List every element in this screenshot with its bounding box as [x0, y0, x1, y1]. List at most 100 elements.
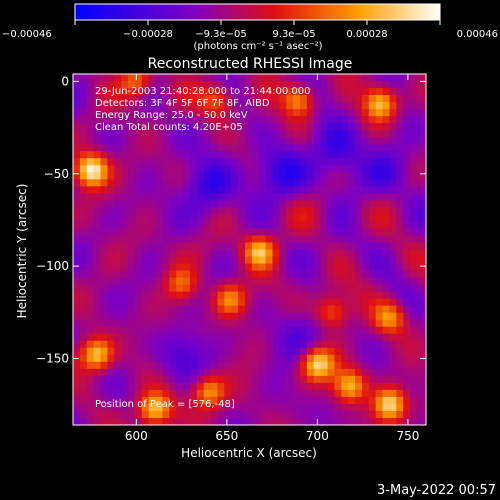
heatmap-cell — [423, 74, 426, 82]
heatmap-cell — [114, 291, 122, 300]
heatmap-cell — [73, 256, 81, 265]
heatmap-cell — [396, 88, 404, 96]
heatmap-cell — [210, 298, 219, 307]
heatmap-cell — [416, 102, 425, 110]
heatmap-cell — [375, 382, 384, 391]
heatmap-cell — [410, 277, 418, 286]
heatmap-cell — [210, 193, 219, 201]
heatmap-cell — [148, 130, 157, 138]
heatmap-cell — [121, 389, 129, 398]
heatmap-cell — [196, 417, 205, 425]
heatmap-cell — [73, 326, 81, 335]
heatmap-cell — [217, 347, 225, 356]
heatmap-cell — [341, 165, 349, 173]
heatmap-cell — [169, 158, 177, 166]
heatmap-cell — [217, 200, 225, 208]
heatmap-cell — [224, 361, 232, 370]
heatmap-cell — [320, 298, 329, 307]
heatmap-cell — [121, 347, 129, 356]
heatmap-cell — [176, 333, 184, 342]
heatmap-cell — [306, 333, 315, 342]
heatmap-cell — [313, 130, 322, 138]
heatmap-cell — [141, 410, 150, 419]
heatmap-cell — [134, 235, 143, 244]
heatmap-cell — [148, 375, 157, 384]
heatmap-cell — [155, 326, 164, 335]
heatmap-cell — [203, 158, 212, 166]
heatmap-cell — [368, 284, 377, 293]
heatmap-cell — [341, 81, 349, 89]
heatmap-cell — [251, 235, 260, 244]
heatmap-cell — [320, 312, 329, 321]
heatmap-cell — [396, 116, 404, 124]
plot-area — [73, 74, 426, 425]
heatmap-cell — [100, 172, 108, 180]
heatmap-cell — [279, 326, 287, 335]
heatmap-cell — [189, 207, 198, 215]
heatmap-cell — [121, 340, 129, 349]
heatmap-cell — [334, 410, 342, 419]
heatmap-cell — [183, 375, 191, 384]
heatmap-cell — [389, 221, 397, 230]
heatmap-cell — [355, 354, 363, 363]
heatmap-cell — [162, 193, 170, 201]
heatmap-cell — [368, 116, 377, 124]
heatmap-cell — [203, 410, 212, 419]
heatmap-cell — [265, 396, 274, 405]
heatmap-cell — [128, 221, 136, 230]
heatmap-cell — [128, 179, 136, 187]
heatmap-cell — [100, 123, 108, 131]
heatmap-cell — [244, 284, 253, 293]
heatmap-cell — [210, 263, 219, 272]
heatmap-cell — [396, 291, 404, 300]
heatmap-cell — [169, 270, 177, 279]
heatmap-cell — [244, 151, 253, 159]
heatmap-cell — [203, 417, 212, 425]
heatmap-cell — [396, 312, 404, 321]
heatmap-cell — [286, 361, 294, 370]
heatmap-cell — [286, 249, 294, 258]
heatmap-cell — [293, 354, 301, 363]
heatmap-cell — [196, 95, 205, 103]
heatmap-cell — [286, 354, 294, 363]
heatmap-cell — [238, 389, 246, 398]
heatmap-cell — [238, 144, 246, 152]
heatmap-cell — [231, 389, 239, 398]
heatmap-cell — [244, 165, 253, 173]
heatmap-cell — [134, 172, 143, 180]
heatmap-cell — [244, 109, 253, 117]
heatmap-cell — [189, 165, 198, 173]
heatmap-cell — [251, 193, 260, 201]
heatmap-cell — [93, 312, 102, 321]
heatmap-cell — [183, 277, 191, 286]
heatmap-cell — [313, 186, 322, 194]
heatmap-cell — [300, 375, 308, 384]
heatmap-cell — [293, 361, 301, 370]
heatmap-cell — [73, 263, 81, 272]
heatmap-cell — [107, 235, 115, 244]
heatmap-cell — [210, 165, 219, 173]
heatmap-cell — [162, 340, 170, 349]
heatmap-cell — [279, 172, 287, 180]
heatmap-cell — [389, 116, 397, 124]
heatmap-cell — [121, 109, 129, 117]
heatmap-cell — [320, 319, 329, 328]
heatmap-cell — [265, 340, 274, 349]
heatmap-cell — [114, 130, 122, 138]
heatmap-cell — [114, 200, 122, 208]
heatmap-cell — [114, 270, 122, 279]
heatmap-cell — [361, 207, 370, 215]
heatmap-cell — [361, 263, 370, 272]
heatmap-cell — [79, 74, 88, 82]
heatmap-cell — [73, 347, 81, 356]
heatmap-cell — [258, 158, 267, 166]
heatmap-cell — [382, 207, 391, 215]
heatmap-cell — [382, 242, 391, 251]
heatmap-cell — [162, 88, 170, 96]
heatmap-cell — [306, 326, 315, 335]
heatmap-cell — [162, 291, 170, 300]
heatmap-cell — [169, 326, 177, 335]
heatmap-cell — [320, 193, 329, 201]
heatmap-cell — [189, 389, 198, 398]
